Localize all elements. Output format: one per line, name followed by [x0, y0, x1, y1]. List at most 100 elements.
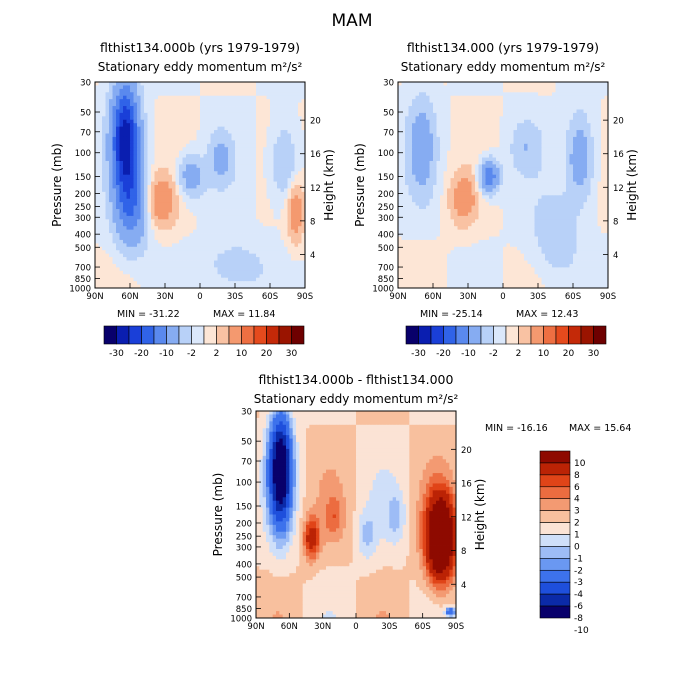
- heatmap-cell: [207, 239, 211, 244]
- heatmap-cell: [98, 191, 103, 196]
- heatmap-cell: [98, 167, 103, 172]
- heatmap-cell: [228, 215, 232, 220]
- heatmap-cell: [200, 212, 204, 217]
- heatmap-cell: [105, 267, 110, 272]
- heatmap-cell: [287, 191, 292, 196]
- heatmap-cell: [510, 130, 514, 134]
- heatmap-cell: [266, 160, 271, 165]
- heatmap-cell: [179, 116, 183, 121]
- heatmap-cell: [179, 126, 183, 131]
- heatmap-cell: [510, 102, 514, 107]
- heatmap-cell: [105, 157, 110, 162]
- heatmap-cell: [590, 102, 595, 107]
- heatmap-cell: [217, 130, 222, 134]
- heatmap-cell: [252, 150, 257, 155]
- heatmap-cell: [429, 130, 434, 134]
- heatmap-cell: [597, 136, 602, 141]
- heatmap-cell: [224, 178, 229, 182]
- heatmap-cell: [189, 202, 194, 206]
- heatmap-cell: [133, 171, 138, 176]
- heatmap-cell: [415, 116, 420, 121]
- heatmap-cell: [252, 277, 257, 282]
- heatmap-cell: [109, 198, 113, 203]
- heatmap-cell: [503, 143, 507, 148]
- heatmap-cell: [242, 236, 246, 241]
- heatmap-cell: [401, 143, 406, 148]
- x-tick-label: 60N: [121, 292, 138, 302]
- heatmap-cell: [517, 106, 521, 110]
- heatmap-cell: [98, 136, 103, 141]
- height-tick-label: 20: [310, 117, 321, 127]
- heatmap-cell: [284, 284, 288, 289]
- heatmap-cell: [447, 102, 451, 107]
- heatmap-cell: [541, 99, 546, 103]
- heatmap-cell: [207, 219, 211, 224]
- heatmap-cell: [531, 130, 535, 134]
- heatmap-cell: [105, 222, 110, 227]
- heatmap-cell: [147, 112, 152, 117]
- heatmap-cell: [147, 202, 152, 206]
- heatmap-cell: [604, 136, 609, 141]
- colorbar-label: 2: [214, 349, 220, 359]
- heatmap-cell: [291, 150, 295, 155]
- heatmap-cell: [137, 85, 141, 90]
- heatmap-cell: [573, 92, 577, 97]
- heatmap-cell: [506, 126, 511, 131]
- colorbar-swatch: [191, 325, 205, 345]
- heatmap-cell: [116, 215, 120, 220]
- heatmap-cell: [133, 147, 138, 152]
- heatmap-cell: [154, 171, 159, 176]
- heatmap-cell: [165, 209, 169, 213]
- heatmap-cell: [140, 205, 145, 210]
- heatmap-cell: [238, 270, 243, 275]
- heatmap-cell: [548, 154, 553, 158]
- heatmap-cell: [214, 147, 218, 152]
- heatmap-cell: [468, 112, 472, 117]
- heatmap-cell: [566, 143, 570, 148]
- heatmap-cell: [200, 82, 204, 86]
- heatmap-cell: [482, 130, 486, 134]
- heatmap-cell: [116, 250, 120, 255]
- heatmap-cell: [186, 106, 190, 110]
- heatmap-cell: [196, 95, 201, 100]
- heatmap-cell: [583, 82, 588, 86]
- heatmap-cell: [569, 130, 574, 134]
- heatmap-cell: [266, 188, 271, 193]
- heatmap-cell: [450, 112, 455, 117]
- heatmap-cell: [189, 191, 194, 196]
- heatmap-cell: [137, 119, 141, 124]
- heatmap-cell: [116, 191, 120, 196]
- heatmap-cell: [224, 185, 229, 189]
- heatmap-cell: [210, 116, 215, 121]
- heatmap-cell: [186, 119, 190, 124]
- heatmap-cell: [105, 174, 110, 179]
- heatmap-cell: [151, 164, 155, 169]
- heatmap-cell: [280, 160, 285, 165]
- heatmap-cell: [580, 112, 584, 117]
- heatmap-cell: [172, 191, 176, 196]
- heatmap-cell: [175, 130, 180, 134]
- heatmap-cell: [193, 250, 197, 255]
- heatmap-cell: [109, 250, 113, 255]
- heatmap-cell: [116, 154, 120, 158]
- heatmap-cell: [158, 119, 162, 124]
- heatmap-cell: [489, 147, 493, 152]
- heatmap-cell: [405, 136, 409, 141]
- heatmap-cell: [538, 82, 542, 86]
- heatmap-cell: [601, 92, 605, 97]
- panel-subtitle: Stationary eddy momentum m²/s²: [98, 60, 303, 74]
- heatmap-cell: [270, 233, 274, 237]
- y-axis-label: Pressure (mb): [50, 143, 64, 227]
- heatmap-cell: [119, 253, 124, 258]
- heatmap-cell: [256, 92, 260, 97]
- heatmap-cell: [175, 136, 180, 141]
- heatmap-cell: [277, 233, 281, 237]
- heatmap-cell: [231, 267, 236, 272]
- heatmap-cell: [196, 222, 201, 227]
- heatmap-cell: [408, 143, 413, 148]
- heatmap-cell: [482, 95, 486, 100]
- heatmap-cell: [168, 130, 173, 134]
- heatmap-cell: [454, 95, 458, 100]
- heatmap-cell: [545, 126, 549, 131]
- heatmap-cell: [193, 239, 197, 244]
